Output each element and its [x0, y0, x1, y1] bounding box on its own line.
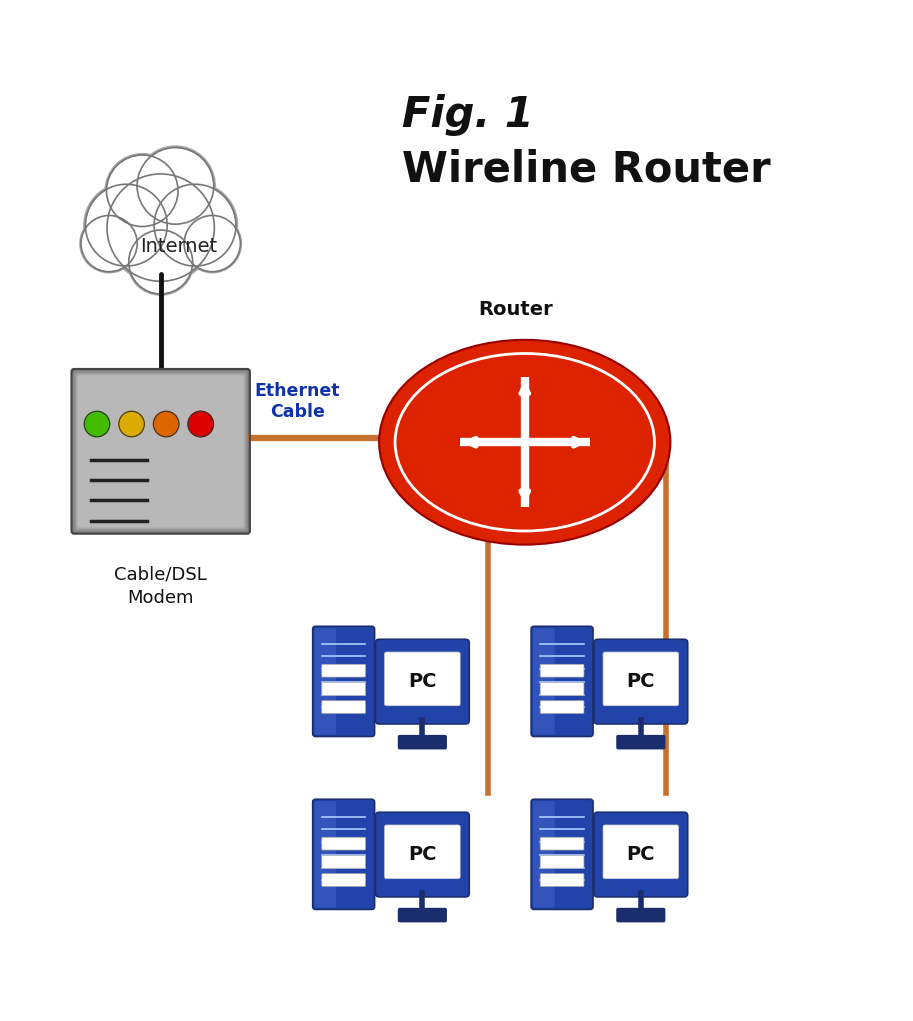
- Text: Wireline Router: Wireline Router: [402, 148, 771, 190]
- Circle shape: [84, 411, 110, 437]
- FancyBboxPatch shape: [540, 856, 584, 868]
- Text: Router: Router: [478, 300, 553, 320]
- FancyBboxPatch shape: [540, 874, 584, 886]
- FancyBboxPatch shape: [603, 652, 678, 706]
- FancyBboxPatch shape: [321, 837, 365, 850]
- Circle shape: [84, 183, 169, 268]
- FancyBboxPatch shape: [616, 735, 666, 749]
- Text: PC: PC: [408, 845, 436, 864]
- Circle shape: [184, 214, 241, 273]
- Circle shape: [87, 186, 165, 264]
- FancyBboxPatch shape: [398, 908, 447, 922]
- FancyBboxPatch shape: [533, 801, 554, 908]
- FancyBboxPatch shape: [71, 369, 250, 534]
- FancyBboxPatch shape: [594, 813, 687, 896]
- FancyBboxPatch shape: [74, 372, 247, 531]
- Text: Internet: Internet: [141, 237, 217, 256]
- FancyBboxPatch shape: [321, 700, 365, 714]
- FancyBboxPatch shape: [314, 628, 336, 735]
- FancyBboxPatch shape: [312, 799, 374, 910]
- FancyBboxPatch shape: [384, 825, 460, 879]
- Circle shape: [185, 216, 239, 271]
- FancyBboxPatch shape: [312, 626, 374, 736]
- Circle shape: [79, 214, 138, 273]
- FancyBboxPatch shape: [540, 700, 584, 714]
- Text: PC: PC: [408, 672, 436, 691]
- Circle shape: [156, 186, 235, 264]
- Circle shape: [128, 229, 194, 295]
- FancyBboxPatch shape: [531, 799, 593, 910]
- FancyBboxPatch shape: [321, 682, 365, 695]
- Circle shape: [108, 156, 176, 226]
- FancyBboxPatch shape: [321, 856, 365, 868]
- Text: Cable/DSL
Modem: Cable/DSL Modem: [114, 566, 207, 607]
- FancyBboxPatch shape: [321, 665, 365, 677]
- FancyBboxPatch shape: [540, 682, 584, 695]
- FancyBboxPatch shape: [314, 801, 336, 908]
- FancyBboxPatch shape: [321, 874, 365, 886]
- FancyBboxPatch shape: [77, 375, 245, 528]
- FancyBboxPatch shape: [603, 825, 678, 879]
- FancyBboxPatch shape: [72, 370, 249, 533]
- FancyBboxPatch shape: [616, 908, 666, 922]
- FancyBboxPatch shape: [375, 813, 469, 896]
- Text: PC: PC: [626, 672, 655, 691]
- FancyBboxPatch shape: [78, 376, 244, 527]
- Circle shape: [105, 153, 180, 228]
- Circle shape: [152, 183, 237, 268]
- Circle shape: [130, 232, 192, 293]
- FancyBboxPatch shape: [540, 665, 584, 677]
- Circle shape: [153, 411, 179, 437]
- Circle shape: [109, 176, 213, 279]
- FancyBboxPatch shape: [531, 626, 593, 736]
- Text: PC: PC: [626, 845, 655, 864]
- FancyBboxPatch shape: [375, 639, 469, 724]
- Circle shape: [105, 172, 216, 284]
- FancyBboxPatch shape: [73, 371, 248, 532]
- Circle shape: [136, 146, 215, 226]
- Circle shape: [139, 149, 213, 223]
- FancyBboxPatch shape: [384, 652, 460, 706]
- Circle shape: [119, 411, 144, 437]
- FancyBboxPatch shape: [76, 374, 246, 529]
- FancyBboxPatch shape: [533, 628, 554, 735]
- Ellipse shape: [379, 340, 670, 544]
- Text: Ethernet
Cable: Ethernet Cable: [255, 383, 340, 422]
- Circle shape: [82, 216, 136, 271]
- Text: Fig. 1: Fig. 1: [402, 94, 533, 136]
- FancyBboxPatch shape: [594, 639, 687, 724]
- FancyBboxPatch shape: [540, 837, 584, 850]
- Circle shape: [188, 411, 214, 437]
- FancyBboxPatch shape: [75, 373, 247, 530]
- FancyBboxPatch shape: [398, 735, 447, 749]
